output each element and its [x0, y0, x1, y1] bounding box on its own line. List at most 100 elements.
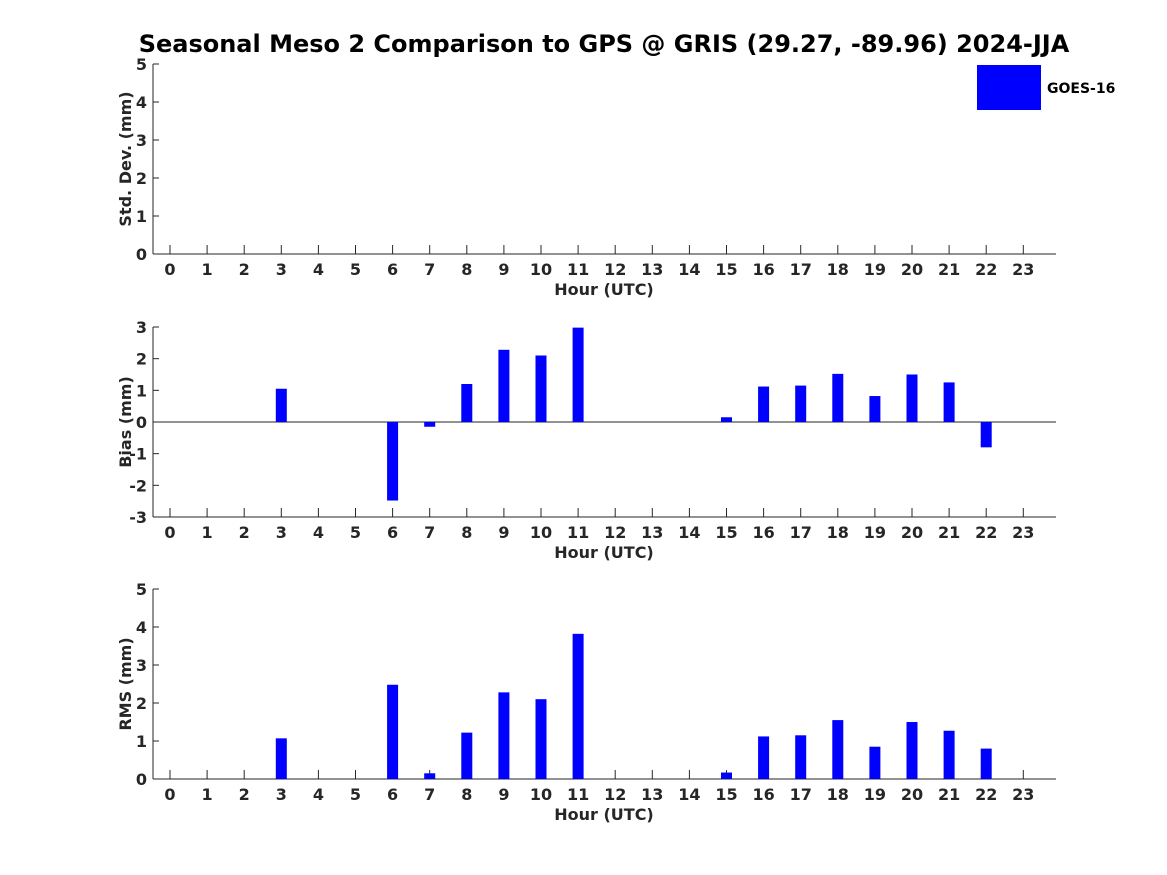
- x-tick-label: 20: [901, 260, 923, 279]
- x-tick-label: 2: [239, 523, 250, 542]
- legend-swatch: [977, 65, 1041, 110]
- x-tick-label: 6: [387, 523, 398, 542]
- x-tick-label: 20: [901, 523, 923, 542]
- x-tick-label: 4: [313, 260, 324, 279]
- x-axis-label: Hour (UTC): [554, 805, 654, 824]
- bar: [275, 388, 287, 422]
- x-tick-label: 14: [678, 260, 700, 279]
- x-tick-label: 18: [827, 260, 849, 279]
- y-axis-label: RMS (mm): [116, 637, 135, 730]
- bar: [943, 382, 955, 422]
- x-tick-label: 3: [276, 785, 287, 804]
- x-tick-label: 17: [790, 260, 812, 279]
- y-tick-label: -1: [129, 445, 147, 464]
- x-tick-label: 14: [678, 785, 700, 804]
- x-tick-label: 9: [498, 785, 509, 804]
- x-tick-label: 9: [498, 523, 509, 542]
- y-tick-label: 0: [136, 770, 147, 789]
- bar: [869, 396, 881, 422]
- x-tick-label: 7: [424, 523, 435, 542]
- bar: [572, 633, 584, 779]
- x-tick-label: 22: [975, 785, 997, 804]
- x-tick-label: 22: [975, 260, 997, 279]
- bar: [498, 692, 510, 779]
- x-tick-label: 4: [313, 523, 324, 542]
- x-tick-label: 10: [530, 785, 552, 804]
- x-tick-label: 0: [164, 260, 175, 279]
- x-axis-label: Hour (UTC): [554, 280, 654, 299]
- y-tick-label: 1: [136, 207, 147, 226]
- figure-title: Seasonal Meso 2 Comparison to GPS @ GRIS…: [139, 30, 1070, 58]
- bar: [758, 386, 770, 422]
- x-tick-label: 5: [350, 260, 361, 279]
- bar: [572, 327, 584, 422]
- y-tick-label: 2: [136, 169, 147, 188]
- y-axis-label: Bias (mm): [116, 376, 135, 468]
- x-tick-label: 6: [387, 785, 398, 804]
- x-tick-label: 20: [901, 785, 923, 804]
- x-tick-label: 8: [461, 785, 472, 804]
- x-tick-label: 14: [678, 523, 700, 542]
- y-tick-label: 3: [136, 131, 147, 150]
- x-tick-label: 19: [864, 260, 886, 279]
- bar: [275, 738, 287, 779]
- x-tick-label: 8: [461, 523, 472, 542]
- x-tick-label: 17: [790, 785, 812, 804]
- bar: [980, 748, 992, 779]
- x-tick-label: 21: [938, 523, 960, 542]
- legend: GOES-16: [977, 65, 1115, 110]
- x-tick-label: 12: [604, 785, 626, 804]
- x-tick-label: 16: [752, 785, 774, 804]
- x-tick-label: 1: [202, 260, 213, 279]
- x-tick-label: 11: [567, 523, 589, 542]
- x-tick-label: 10: [530, 523, 552, 542]
- bar: [906, 722, 918, 779]
- bar: [461, 384, 473, 422]
- y-tick-label: 3: [136, 656, 147, 675]
- y-tick-label: 1: [136, 732, 147, 751]
- legend-label: GOES-16: [1047, 81, 1115, 97]
- x-tick-label: 19: [864, 523, 886, 542]
- bar: [424, 422, 436, 427]
- x-tick-label: 16: [752, 523, 774, 542]
- x-tick-label: 23: [1012, 785, 1034, 804]
- y-tick-label: 1: [136, 381, 147, 400]
- y-tick-label: 4: [136, 93, 147, 112]
- bar: [535, 355, 547, 422]
- bar: [906, 374, 918, 422]
- y-tick-label: -3: [129, 508, 147, 527]
- x-tick-label: 12: [604, 523, 626, 542]
- x-tick-label: 16: [752, 260, 774, 279]
- x-tick-label: 21: [938, 260, 960, 279]
- bar: [795, 735, 807, 779]
- x-tick-label: 4: [313, 785, 324, 804]
- x-tick-label: 22: [975, 523, 997, 542]
- y-tick-label: 0: [136, 413, 147, 432]
- x-tick-label: 3: [276, 260, 287, 279]
- bar: [461, 732, 473, 779]
- x-tick-label: 9: [498, 260, 509, 279]
- bar: [943, 730, 955, 779]
- bar: [832, 720, 844, 779]
- y-tick-label: 5: [136, 55, 147, 74]
- x-tick-label: 0: [164, 523, 175, 542]
- bar: [980, 422, 992, 448]
- x-tick-label: 18: [827, 523, 849, 542]
- x-tick-label: 18: [827, 785, 849, 804]
- x-tick-label: 15: [715, 785, 737, 804]
- y-tick-label: 2: [136, 694, 147, 713]
- x-tick-label: 5: [350, 785, 361, 804]
- bar: [498, 349, 510, 422]
- x-tick-label: 7: [424, 785, 435, 804]
- y-tick-label: 0: [136, 245, 147, 264]
- x-tick-label: 13: [641, 260, 663, 279]
- x-tick-label: 2: [239, 785, 250, 804]
- y-tick-label: -2: [129, 476, 147, 495]
- x-tick-label: 13: [641, 523, 663, 542]
- x-tick-label: 0: [164, 785, 175, 804]
- x-tick-label: 3: [276, 523, 287, 542]
